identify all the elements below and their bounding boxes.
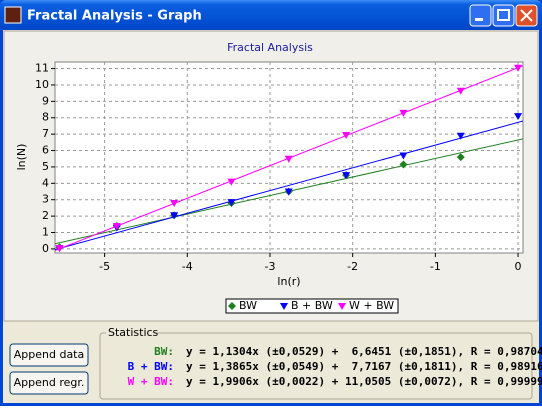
x-tick-label: 0 [515,260,522,273]
y-tick-label: 5 [42,160,49,173]
chart-title: Fractal Analysis [227,41,313,54]
marker [227,178,236,186]
y-tick-label: 4 [42,176,49,189]
marker [342,172,351,180]
x-tick-label: -5 [99,260,110,273]
group-label-bg [106,327,154,339]
marker [227,199,236,207]
app-icon [4,6,22,24]
marker [170,212,179,220]
y-tick-label: 10 [35,78,49,91]
marker [399,160,408,169]
maximize-button[interactable] [492,4,515,27]
y-tick-label: 0 [42,242,49,255]
stat-label: W + BW: [128,375,174,388]
stat-text: y = 1,9906x (±0,0022) + 11,0505 (±0,0072… [186,375,542,388]
marker [228,302,236,310]
marker [280,303,288,310]
marker [399,109,408,117]
y-tick-label: 11 [35,62,49,75]
marker [456,132,465,140]
legend-label: B + BW [291,299,333,312]
marker [284,188,293,196]
stat-label: B + BW: [128,360,174,373]
button-label[interactable]: Append data [14,348,85,361]
marker [456,153,465,162]
button[interactable] [9,371,89,395]
marker [399,152,408,160]
legend-label: BW [239,299,257,312]
y-tick-label: 2 [42,209,49,222]
y-tick-label: 9 [42,94,49,107]
plot-content [55,64,523,253]
window-title: Fractal Analysis - Graph [27,9,202,24]
close-button[interactable] [515,4,538,27]
button[interactable] [9,343,89,367]
x-tick-label: -2 [347,260,358,273]
stat-text: y = 1,1304x (±0,0529) + 6,6451 (±0,1851)… [186,345,542,358]
stat-text: y = 1,3865x (±0,0549) + 7,7167 (±0,1811)… [186,360,542,373]
x-axis-label: ln(r) [277,275,300,288]
stat-label: BW: [154,345,174,358]
statistics-title: Statistics [108,326,159,339]
title-bar [0,0,542,30]
y-tick-label: 1 [42,226,49,239]
legend [225,298,399,314]
marker [170,199,179,207]
y-tick-label: 8 [42,111,49,124]
x-tick-label: -3 [264,260,275,273]
button-label[interactable]: Append regr. [14,376,85,389]
statistics-group [99,332,533,400]
marker [456,87,465,95]
minimize-button[interactable] [469,4,492,27]
fit-line [55,120,523,251]
y-tick-label: 7 [42,127,49,140]
x-tick-label: -1 [430,260,441,273]
x-tick-label: -4 [182,260,193,273]
marker [342,131,351,139]
y-tick-label: 6 [42,144,49,157]
marker [284,155,293,163]
marker [112,222,121,230]
y-axis-label: ln(N) [15,144,28,171]
y-tick-label: 3 [42,193,49,206]
marker [514,113,523,121]
marker [55,245,64,253]
marker [514,64,523,72]
legend-label: W + BW [349,299,394,312]
marker [338,303,346,310]
